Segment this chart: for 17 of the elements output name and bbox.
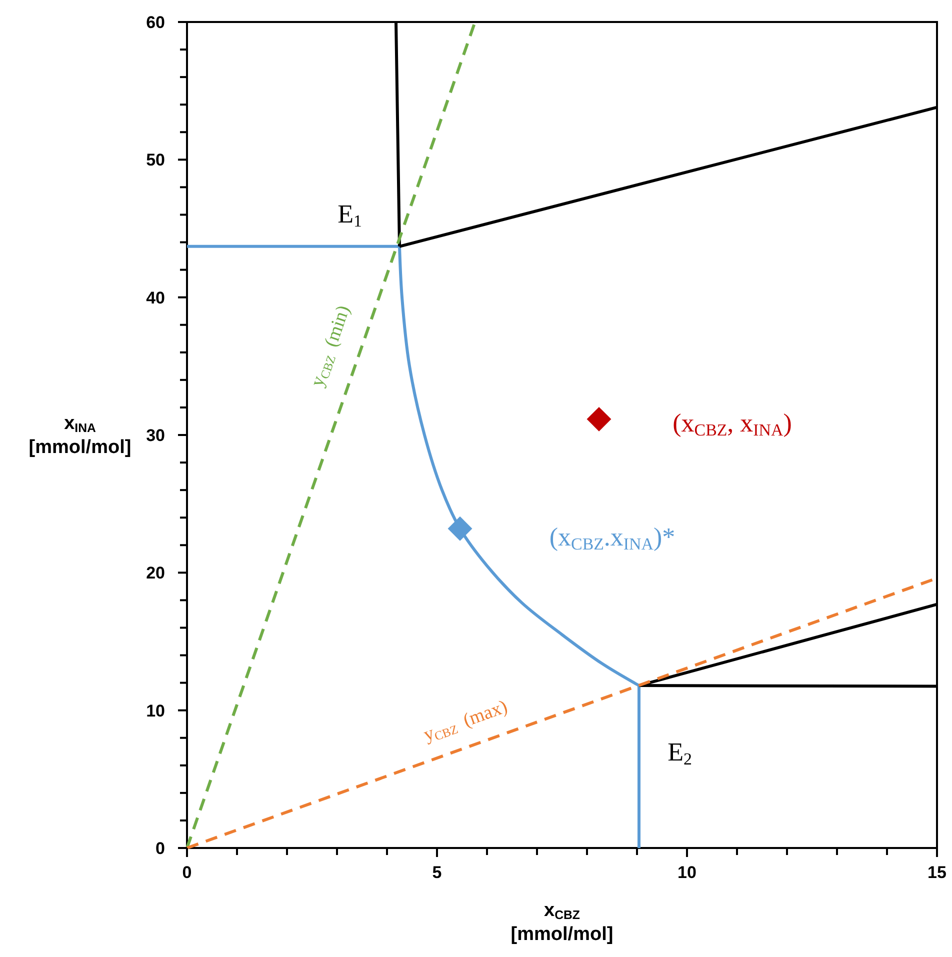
x-axis-title: x$_{CBZ}$ [mmol/mol] [510,900,614,945]
x-tick-label: 5 [432,863,442,882]
y-tick-label: 30 [146,426,165,445]
y-tick-label: 0 [156,838,165,858]
annotation: (x$_{CBZ}$, x$_{INA}$) [672,408,792,440]
annotation: E$_{1}$ [338,200,362,231]
y-tick-label: 50 [146,150,165,170]
y-tick-label: 20 [146,564,165,583]
x-tick-label: 0 [182,863,192,882]
annotation: (x$_{CBZ}$.x$_{INA}$)* [549,522,676,554]
annotation: E$_{2}$ [668,737,692,769]
x-tick-label: 15 [928,863,946,882]
y-tick-label: 60 [146,12,165,32]
x-tick-label: 10 [678,863,696,882]
y-tick-label: 40 [146,288,165,308]
y-tick-label: 10 [146,701,165,720]
y-axis-title: x$_{INA}$ [mmol/mol] [28,413,132,458]
